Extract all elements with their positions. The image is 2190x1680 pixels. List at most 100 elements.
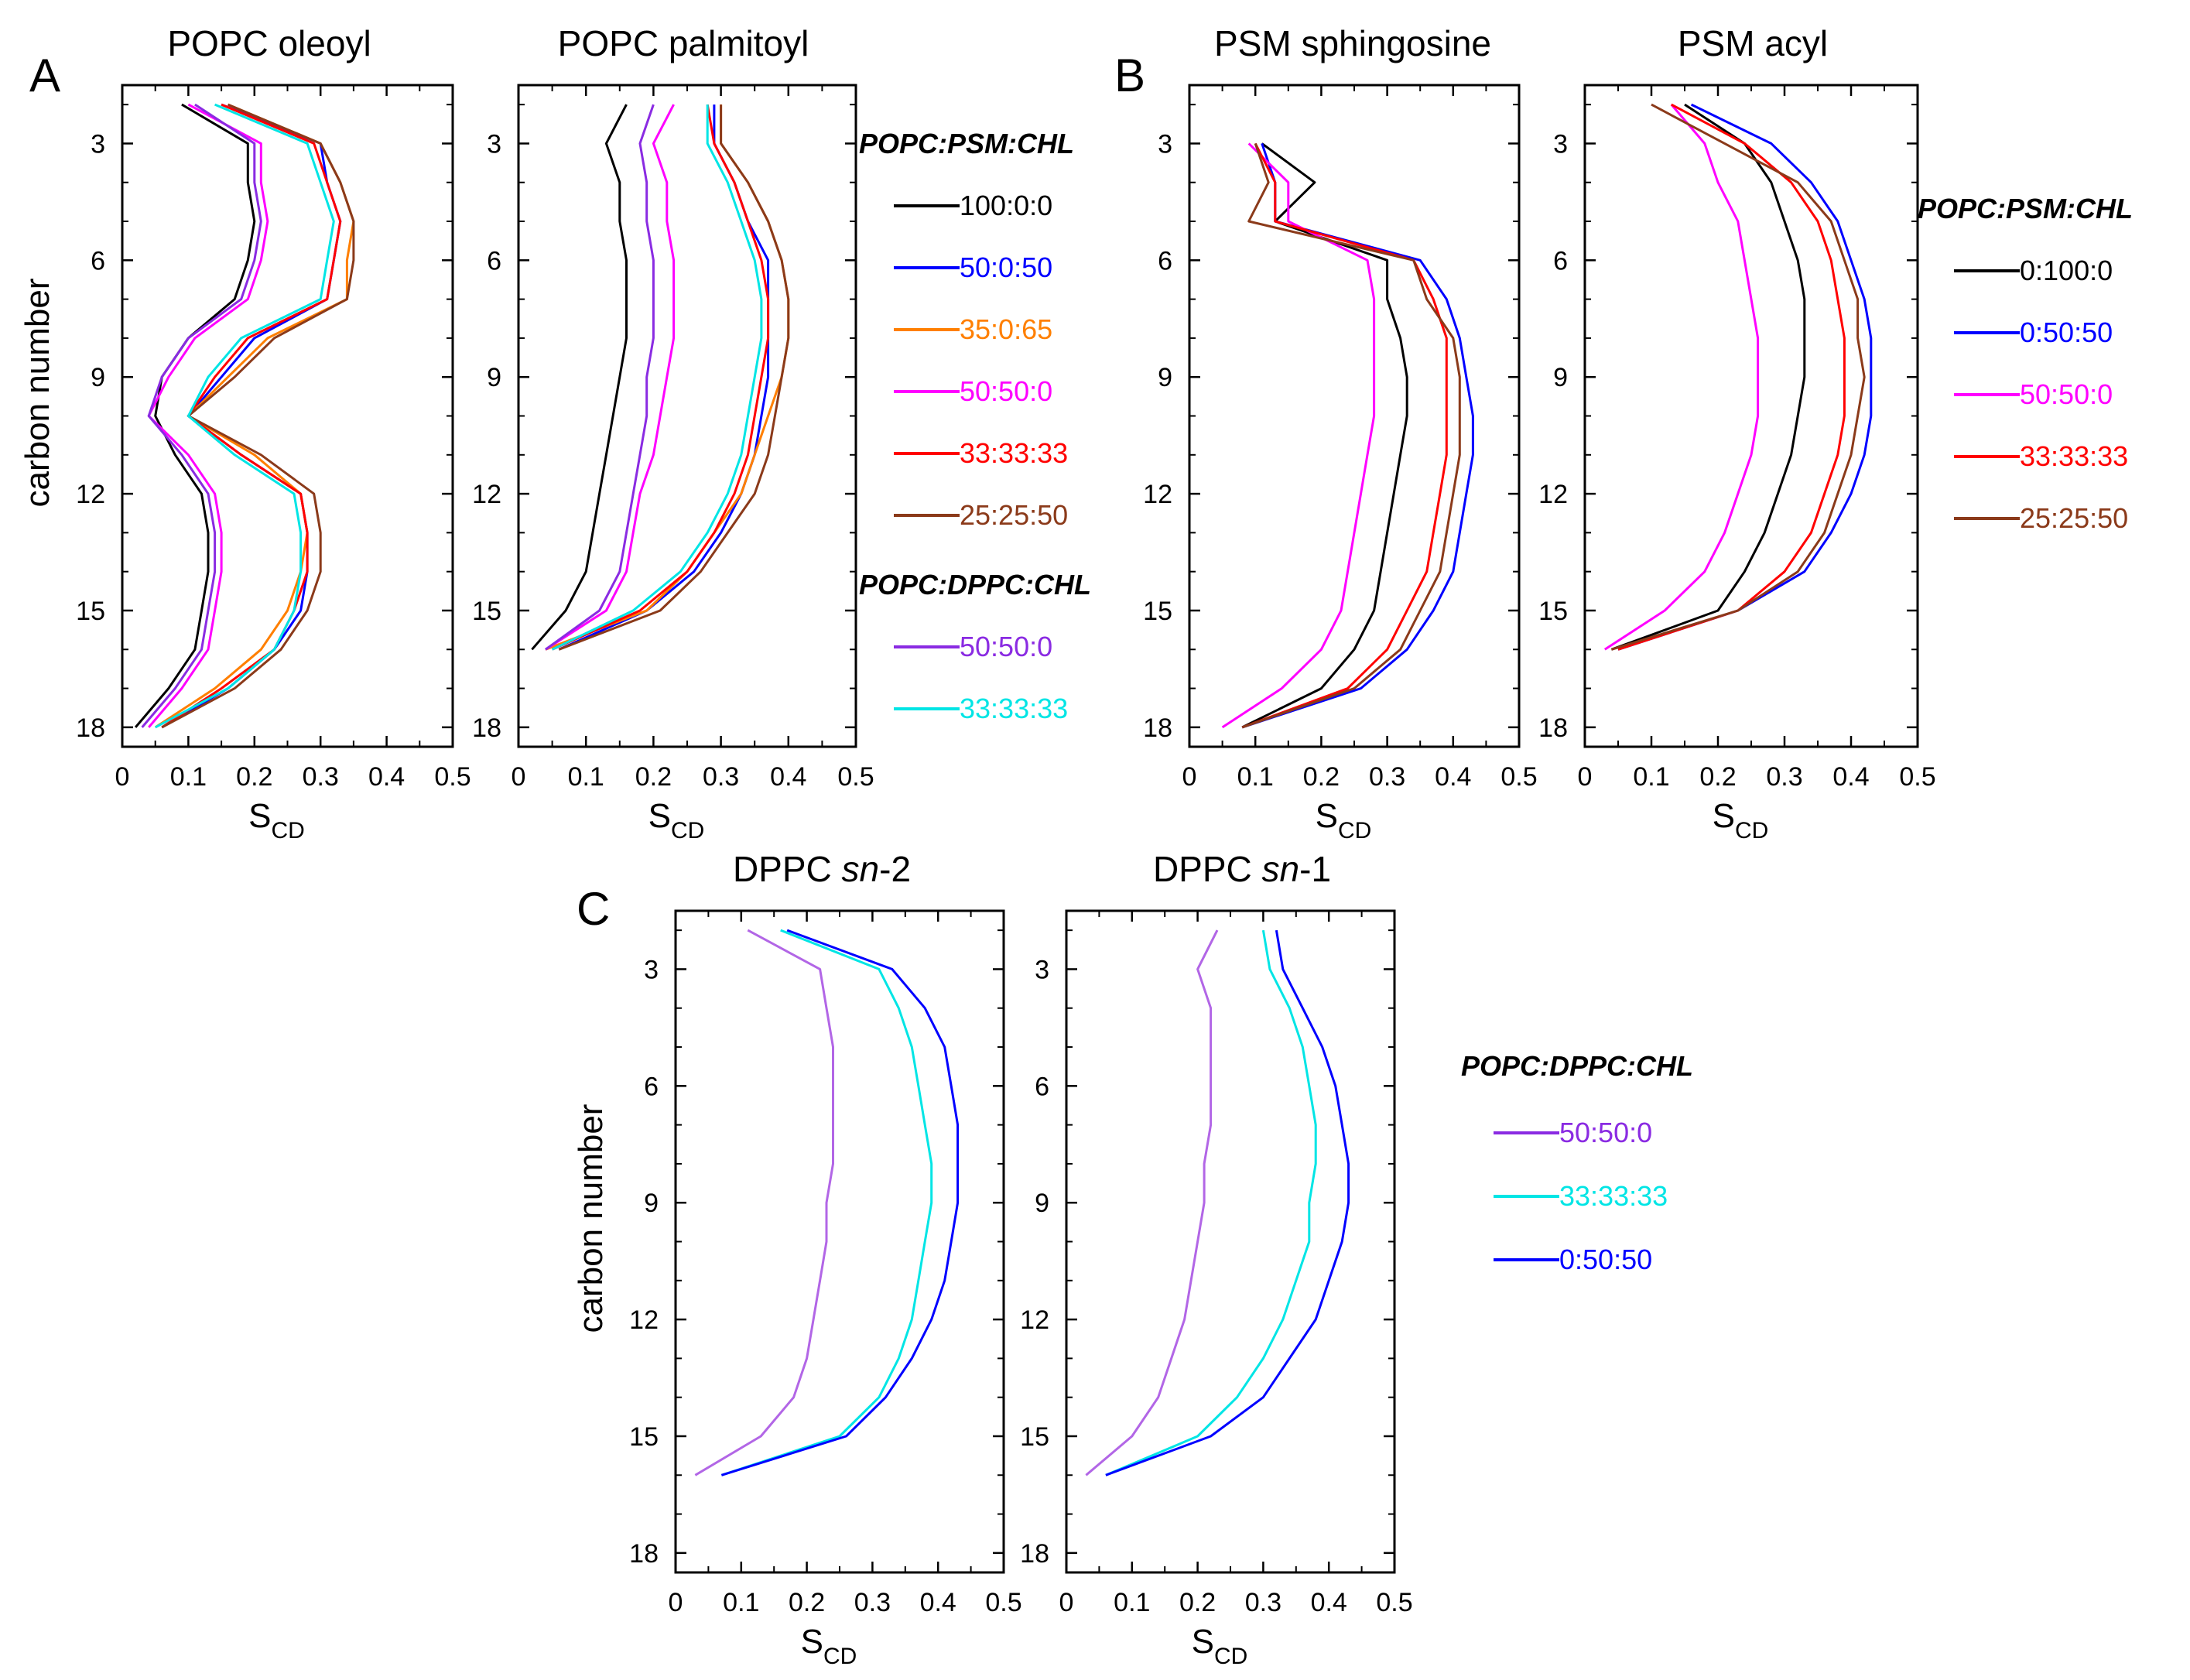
- x-tick-label: 0: [115, 762, 130, 792]
- y-tick-label: 18: [76, 713, 105, 743]
- series-line-1: [694, 929, 834, 1476]
- x-tick-label: 0.1: [1633, 762, 1669, 792]
- series-line-1: [1610, 103, 1806, 651]
- y-tick-label: 3: [644, 955, 659, 984]
- x-tick-label: 0: [512, 762, 526, 792]
- y-tick-label: 15: [76, 597, 105, 626]
- x-axis-label-main: S: [1192, 1623, 1214, 1661]
- x-tick-label: 0.1: [170, 762, 207, 792]
- chart-title: PSM acyl: [1678, 23, 1828, 63]
- y-tick-label: 15: [472, 597, 501, 626]
- x-tick-label: 0: [669, 1588, 683, 1617]
- x-tick-label: 0.1: [1114, 1588, 1150, 1617]
- x-tick-label: 0.2: [1179, 1588, 1216, 1617]
- x-tick-label: 0.5: [1500, 762, 1537, 792]
- x-axis-label-subscript: CD: [1735, 818, 1768, 843]
- y-tick-label: 18: [1143, 713, 1172, 743]
- series-line-2: [1617, 103, 1873, 651]
- y-tick-label: 15: [1538, 597, 1568, 626]
- x-axis-label: SCD: [648, 797, 705, 843]
- series-line-3: [1603, 104, 1760, 651]
- y-tick-label: 12: [1143, 480, 1172, 509]
- legend-label: 0:50:50: [2020, 316, 2113, 348]
- x-axis-label-main: S: [801, 1623, 823, 1661]
- y-tick-label: 9: [1158, 363, 1172, 392]
- y-tick-label: 18: [1538, 713, 1568, 743]
- x-tick-label: 0.1: [1237, 762, 1274, 792]
- legend-a: POPC:PSM:CHL 100:0:0 50:0:50 35:0:65 50:50:0…: [859, 128, 1091, 724]
- x-tick-label: 0.2: [789, 1588, 825, 1617]
- x-tick-label: 0: [1578, 762, 1593, 792]
- legend-b: POPC:PSM:CHL 0:100:0 0:50:50 50:50:0 33:33:3…: [1918, 193, 2133, 534]
- x-axis-label-subscript: CD: [1338, 818, 1371, 843]
- legend-label: 0:100:0: [2020, 255, 2113, 286]
- panel-label-c: C: [577, 883, 610, 935]
- series-line-1: [1085, 929, 1219, 1476]
- chart-title-italic: sn: [1262, 849, 1300, 889]
- y-tick-label: 9: [1553, 363, 1568, 392]
- x-tick-label: 0.4: [1832, 762, 1869, 792]
- y-tick-label: 3: [91, 129, 105, 159]
- series-line-3: [1105, 929, 1350, 1476]
- legend-label: 25:25:50: [2020, 502, 2128, 534]
- series-line-8: [154, 103, 335, 729]
- x-tick-label: 0.4: [1311, 1588, 1347, 1617]
- series-line-7: [141, 103, 262, 728]
- y-axis-label: carbon number: [572, 1104, 610, 1333]
- legend-label: 25:25:50: [960, 499, 1068, 531]
- plot-frame: [121, 84, 454, 748]
- series-line-4: [545, 104, 676, 651]
- y-tick-label: 12: [1538, 480, 1568, 509]
- legend-label: 50:50:0: [960, 375, 1052, 407]
- y-tick-label: 9: [644, 1189, 659, 1218]
- x-tick-label: 0.2: [236, 762, 272, 792]
- y-tick-label: 6: [91, 246, 105, 275]
- x-tick-label: 0.5: [1376, 1588, 1412, 1617]
- y-tick-label: 12: [472, 480, 501, 509]
- chart-4: PSM acyl 0 0.1 0.2 0.3 0.4 0.5 3 6 9 12 15 18 SCD: [1538, 23, 1935, 843]
- plot-frame: [1583, 84, 1919, 748]
- legend-label: 100:0:0: [960, 190, 1052, 221]
- y-tick-label: 9: [1035, 1189, 1049, 1218]
- chart-title: POPC oleoyl: [167, 23, 371, 63]
- chart-title-prefix: DPPC: [1153, 849, 1262, 889]
- legend-label: 50:0:50: [960, 251, 1052, 283]
- x-axis-label: SCD: [248, 797, 305, 843]
- series-line-1: [531, 104, 628, 651]
- series-line-7: [545, 104, 655, 651]
- x-axis-label-subscript: CD: [272, 818, 305, 843]
- chart-title-suffix: -1: [1299, 849, 1331, 889]
- x-tick-label: 0.2: [1699, 762, 1736, 792]
- panel-label-b: B: [1114, 50, 1145, 101]
- x-axis-label-main: S: [648, 797, 671, 835]
- x-axis-label: SCD: [801, 1623, 857, 1669]
- y-tick-label: 3: [1553, 129, 1568, 159]
- x-tick-label: 0.4: [770, 762, 806, 792]
- series-line-5: [1610, 103, 1866, 651]
- y-tick-label: 18: [472, 713, 501, 743]
- y-tick-label: 6: [487, 246, 501, 275]
- x-tick-label: 0.3: [854, 1588, 891, 1617]
- series-line-8: [551, 104, 763, 651]
- x-tick-label: 0.3: [1766, 762, 1802, 792]
- chart-3: PSM sphingosine 0 0.1 0.2 0.3 0.4 0.5 3 6 9 12 15 18…: [1143, 23, 1537, 843]
- legend-label: 33:33:33: [960, 437, 1068, 469]
- y-tick-label: 15: [1020, 1422, 1049, 1452]
- legend-label: 33:33:33: [1559, 1180, 1668, 1212]
- y-tick-label: 15: [629, 1422, 659, 1452]
- x-tick-label: 0.4: [368, 762, 405, 792]
- series-line-2: [1105, 929, 1317, 1476]
- x-axis-label-subscript: CD: [1214, 1644, 1247, 1669]
- x-axis-label: SCD: [1316, 797, 1372, 843]
- chart-title: PSM sphingosine: [1214, 23, 1491, 63]
- legend-label: 50:50:0: [960, 631, 1052, 662]
- series-line-4: [1617, 103, 1846, 651]
- panel-label-a: A: [29, 50, 60, 101]
- y-tick-label: 18: [1020, 1539, 1049, 1569]
- chart-title: POPC palmitoyl: [558, 23, 809, 63]
- legend-title: POPC:PSM:CHL: [859, 128, 1074, 159]
- legend-title: POPC:DPPC:CHL: [1461, 1050, 1693, 1082]
- legend-label: 50:50:0: [2020, 378, 2113, 410]
- y-tick-label: 18: [629, 1539, 659, 1569]
